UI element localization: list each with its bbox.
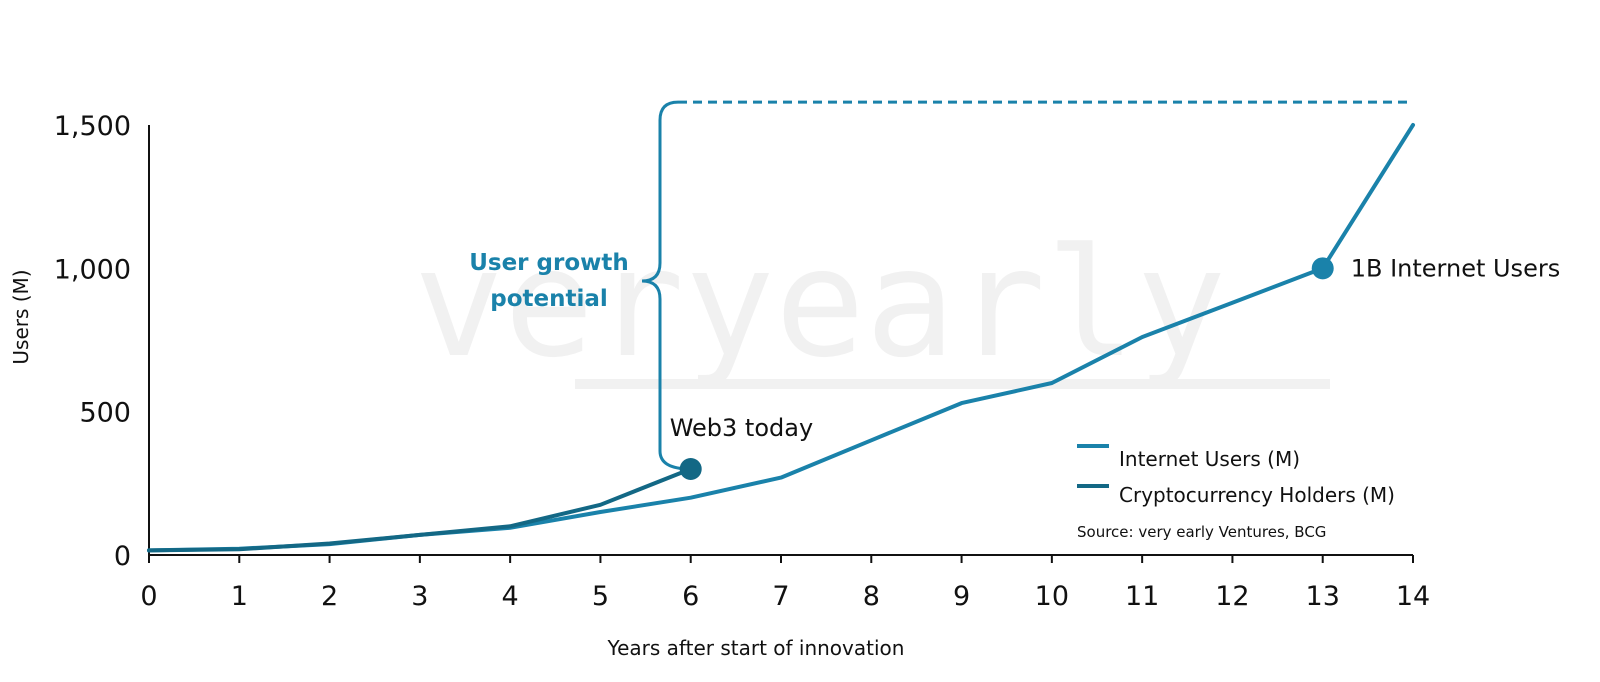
x-tick-label: 14: [1396, 581, 1430, 612]
marker-1b-internet-users: [1311, 257, 1334, 280]
x-tick-label: 12: [1215, 581, 1249, 612]
growth-brace: [641, 100, 691, 471]
legend-label-crypto: Cryptocurrency Holders (M): [1119, 483, 1395, 507]
x-tick-label: 6: [682, 581, 699, 612]
y-tick-label: 1,000: [54, 254, 131, 285]
series-layer: [147, 123, 1415, 553]
y-tick-label: 1,500: [54, 111, 131, 142]
series-crypto-holders-line: [147, 467, 693, 553]
annotation-1b-internet-users: 1B Internet Users: [1351, 254, 1561, 282]
x-axis-title: Years after start of innovation: [607, 636, 905, 660]
growth-label-line-2: potential: [490, 286, 608, 312]
x-tick-label: 7: [772, 581, 789, 612]
annotation-web3-today: Web3 today: [670, 414, 813, 442]
x-tick-label: 9: [953, 581, 970, 612]
x-tick-label: 4: [502, 581, 519, 612]
y-tick-label: 500: [79, 398, 131, 429]
x-tick-label: 1: [231, 581, 248, 612]
growth-label-line-1: User growth: [469, 250, 629, 276]
x-tick-label: 5: [592, 581, 609, 612]
x-tick-label: 11: [1125, 581, 1159, 612]
x-tick-label: 13: [1306, 581, 1340, 612]
x-tick-label: 10: [1035, 581, 1069, 612]
source-note: Source: very early Ventures, BCG: [1077, 523, 1326, 541]
y-tick-label: 0: [114, 541, 131, 572]
legend-label-internet: Internet Users (M): [1119, 447, 1300, 471]
y-axis-title: Users (M): [9, 269, 33, 364]
marker-web3-today: [679, 458, 702, 480]
annotations: 1B Internet Users Web3 today User growth po…: [469, 100, 1561, 480]
legend: Internet Users (M) Cryptocurrency Holder…: [1077, 444, 1395, 507]
x-tick-label: 8: [863, 581, 880, 612]
x-tick-label: 0: [140, 581, 157, 612]
x-tick-label: 2: [321, 581, 338, 612]
x-tick-label: 3: [411, 581, 428, 612]
